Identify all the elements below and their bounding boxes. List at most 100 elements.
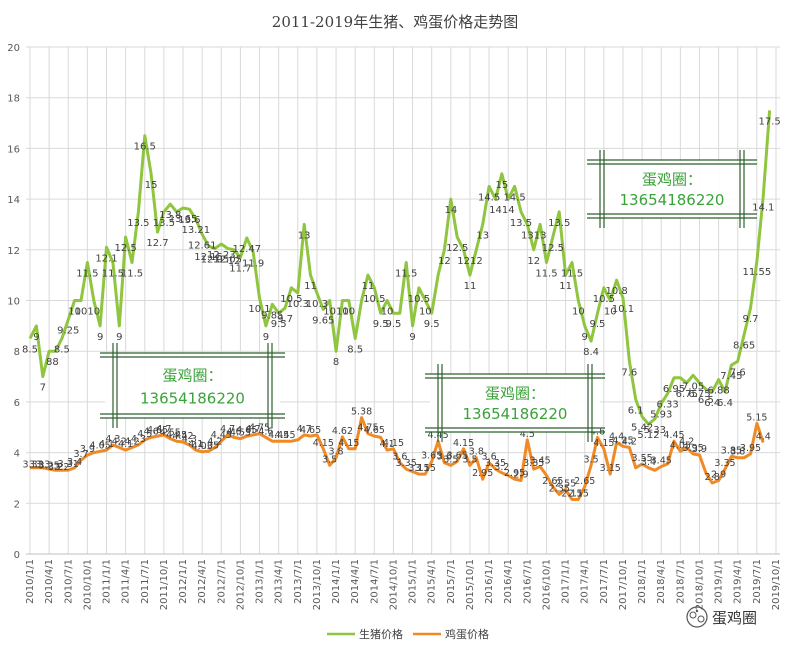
egg-data-label: 4.2 bbox=[622, 437, 637, 448]
x-tick-label: 2019/10/1 bbox=[771, 559, 782, 610]
watermark-phone: 13654186220 bbox=[463, 405, 568, 423]
egg-data-label: 4.65 bbox=[364, 425, 385, 436]
egg-data-label: 2.55 bbox=[555, 478, 576, 489]
pig-data-label: 10.8 bbox=[605, 286, 627, 297]
legend-label-egg: 鸡蛋价格 bbox=[445, 627, 489, 641]
y-tick-label: 8 bbox=[14, 347, 20, 358]
pig-data-label: 14.5 bbox=[503, 192, 525, 203]
egg-data-label: 3.8 bbox=[730, 447, 745, 458]
pig-data-label: 13 bbox=[534, 230, 547, 241]
pig-data-label: 10.3 bbox=[287, 299, 309, 310]
pig-data-label: 11 bbox=[362, 281, 375, 292]
egg-data-label: 4.7 bbox=[220, 424, 235, 435]
x-tick-label: 2019/7/1 bbox=[752, 559, 763, 604]
pig-data-label: 11 bbox=[304, 281, 317, 292]
x-tick-label: 2011/1/1 bbox=[102, 559, 113, 604]
egg-data-label: 4.7 bbox=[297, 424, 312, 435]
pig-data-label: 10 bbox=[419, 307, 432, 318]
egg-data-label: 3.65 bbox=[447, 450, 468, 461]
egg-data-label: 3.6 bbox=[482, 452, 497, 463]
x-tick-label: 2011/10/1 bbox=[159, 559, 170, 610]
pig-data-label: 9 bbox=[582, 332, 588, 343]
pig-data-label: 9.5 bbox=[424, 319, 440, 330]
pig-data-label: 8.5 bbox=[22, 345, 38, 356]
pig-data-label: 6.88 bbox=[707, 386, 729, 397]
pig-data-label: 12.23 bbox=[207, 250, 236, 261]
y-tick-label: 4 bbox=[14, 449, 20, 460]
pig-data-label: 9.7 bbox=[277, 314, 293, 325]
egg-data-label: 2.95 bbox=[504, 468, 525, 479]
egg-data-label: 4.75 bbox=[249, 423, 270, 434]
egg-data-label: 4.45 bbox=[166, 430, 187, 441]
pig-data-label: 8.5 bbox=[347, 345, 363, 356]
pig-data-label: 10 bbox=[75, 307, 88, 318]
egg-data-label: 4.62 bbox=[332, 426, 353, 437]
pig-data-label: 14 bbox=[502, 205, 515, 216]
x-tick-label: 2019/4/1 bbox=[733, 559, 744, 604]
legend-label-pig: 生猪价格 bbox=[359, 627, 403, 641]
pig-data-label: 13 bbox=[298, 230, 311, 241]
x-tick-label: 2011/7/1 bbox=[140, 559, 151, 604]
egg-data-label: 3.3 bbox=[35, 459, 50, 470]
egg-data-label: 3.35 bbox=[523, 458, 544, 469]
egg-data-label: 5.15 bbox=[746, 412, 767, 423]
pig-data-label: 14 bbox=[444, 205, 457, 216]
series-lines bbox=[28, 110, 772, 501]
watermark-title: 蛋鸡圈： bbox=[485, 384, 545, 402]
x-tick-label: 2017/1/1 bbox=[561, 559, 572, 604]
pig-data-label: 8.4 bbox=[583, 347, 599, 358]
egg-data-label: 4.3 bbox=[182, 434, 197, 445]
egg-data-label: 4.55 bbox=[230, 428, 251, 439]
egg-data-label: 5.38 bbox=[351, 407, 372, 418]
pig-data-label: 12.05 bbox=[201, 255, 230, 266]
pig-data-label: 5.33 bbox=[644, 425, 666, 436]
egg-data-label: 3.95 bbox=[683, 443, 704, 454]
pig-data-label: 11.5 bbox=[76, 268, 98, 279]
egg-data-label: 3.45 bbox=[530, 456, 551, 467]
egg-data-label: 4.2 bbox=[124, 437, 139, 448]
y-tick-label: 18 bbox=[7, 94, 20, 105]
pig-data-label: 10 bbox=[342, 307, 355, 318]
egg-data-label: 3.5 bbox=[443, 454, 458, 465]
brand-watermark: 蛋鸡圈 bbox=[686, 606, 757, 628]
egg-data-label: 4.05 bbox=[198, 440, 219, 451]
egg-data-label: 3.6 bbox=[437, 452, 452, 463]
egg-data-label: 2.15 bbox=[561, 488, 582, 499]
egg-data-label: 4.6 bbox=[258, 426, 273, 437]
pig-data-label: 9 bbox=[97, 332, 103, 343]
pig-data-label: 7.6 bbox=[730, 367, 746, 378]
egg-data-label: 4.65 bbox=[300, 425, 321, 436]
egg-data-label: 4.7 bbox=[156, 424, 171, 435]
pig-data-label: 8.65 bbox=[733, 341, 755, 352]
pig-data-label: 10.1 bbox=[248, 304, 270, 315]
y-tick-label: 20 bbox=[7, 43, 20, 54]
x-tick-label: 2014/7/1 bbox=[369, 559, 380, 604]
x-tick-label: 2018/10/1 bbox=[694, 559, 705, 610]
pig-data-label: 6.33 bbox=[656, 400, 678, 411]
watermark-box: 蛋鸡圈： 13654186220 bbox=[587, 150, 757, 228]
x-tick-label: 2016/1/1 bbox=[484, 559, 495, 604]
x-tick-label: 2011/4/1 bbox=[121, 559, 132, 604]
watermark-box: 蛋鸡圈： 13654186220 bbox=[425, 364, 605, 442]
pig-data-label: 7.6 bbox=[621, 367, 637, 378]
pig-data-label: 12 bbox=[228, 256, 241, 267]
x-tick-label: 2014/1/1 bbox=[331, 559, 342, 604]
watermark-phone: 13654186220 bbox=[620, 191, 725, 209]
pig-data-label: 10.5 bbox=[408, 294, 430, 305]
pig-data-label: 10 bbox=[604, 307, 617, 318]
watermark-box: 蛋鸡圈： 13654186220 bbox=[100, 343, 285, 428]
x-tick-label: 2012/10/1 bbox=[235, 559, 246, 610]
pig-data-label: 8 bbox=[333, 357, 339, 368]
egg-data-label: 2.15 bbox=[568, 488, 589, 499]
pig-data-label: 7 bbox=[40, 383, 46, 394]
watermark-title: 蛋鸡圈： bbox=[162, 366, 222, 384]
pig-data-label: 12 bbox=[470, 256, 483, 267]
pig-data-label: 10.5 bbox=[363, 294, 385, 305]
y-tick-label: 0 bbox=[14, 550, 20, 561]
pig-data-label: 12.15 bbox=[194, 252, 223, 263]
pig-data-label: 10 bbox=[68, 307, 81, 318]
pig-price-line bbox=[28, 110, 772, 426]
pig-data-label: 9.7 bbox=[743, 314, 759, 325]
